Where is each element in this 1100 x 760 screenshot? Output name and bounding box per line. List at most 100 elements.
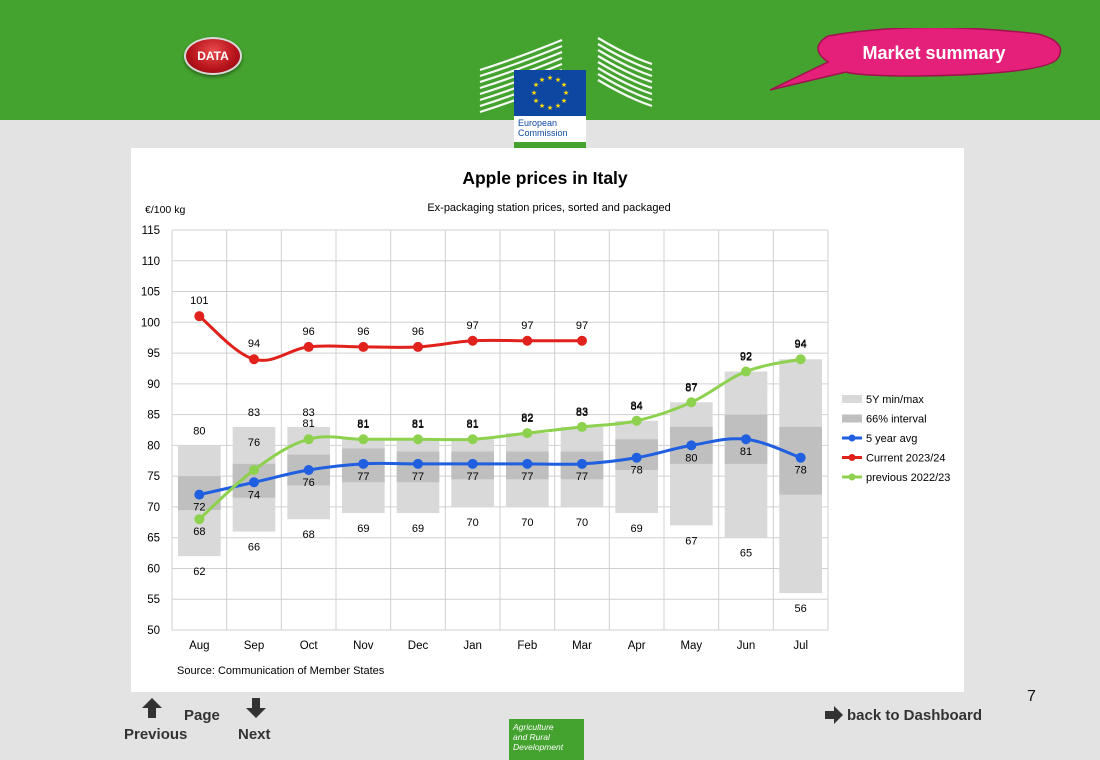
- eu-flag-icon: ★ ★ ★ ★ ★ ★ ★ ★ ★ ★ ★ ★: [514, 70, 586, 116]
- agri-line2: and Rural: [513, 732, 550, 742]
- series-point: [413, 341, 423, 352]
- svg-text:★: ★: [561, 97, 567, 105]
- x-tick-label: Jun: [737, 640, 756, 652]
- legend-current-marker: [848, 454, 856, 461]
- y-tick-label: 70: [147, 502, 160, 514]
- x-tick-label: Jul: [793, 640, 808, 652]
- x-tick-label: Aug: [189, 640, 209, 652]
- series-data-label: 77: [412, 471, 424, 483]
- series-data-label: 76: [248, 437, 260, 449]
- svg-text:★: ★: [563, 89, 569, 97]
- x-tick-label: Dec: [408, 640, 429, 652]
- series-data-label: 77: [467, 471, 479, 483]
- legend-previous-marker: [848, 473, 856, 481]
- max-data-label: 83: [303, 407, 315, 419]
- series-point: [741, 434, 751, 445]
- arrow-up-icon[interactable]: [140, 697, 164, 719]
- series-point: [795, 452, 806, 463]
- max-data-label: 84: [631, 401, 643, 413]
- series-point: [194, 514, 205, 525]
- ec-logo-text: European Commission: [518, 118, 568, 138]
- series-data-label: 74: [248, 489, 260, 501]
- min-data-label: 62: [193, 566, 205, 578]
- svg-text:★: ★: [533, 97, 539, 105]
- series-point: [577, 421, 587, 432]
- min-data-label: 68: [303, 529, 315, 541]
- series-point: [522, 335, 533, 346]
- series-data-label: 80: [685, 452, 697, 464]
- series-data-label: 97: [576, 320, 588, 332]
- agri-dg-logo: Agriculture and Rural Development: [509, 719, 584, 760]
- min-data-label: 67: [685, 535, 697, 547]
- max-data-label: 92: [740, 352, 752, 364]
- legend-minmax-label: 5Y min/max: [866, 394, 924, 406]
- series-data-label: 94: [795, 338, 807, 350]
- chart-title: Apple prices in Italy: [462, 168, 628, 188]
- page-number: 7: [1027, 688, 1036, 705]
- max-data-label: 81: [467, 419, 479, 431]
- chart-legend: 5Y min/max 66% interval 5 year avg Current …: [842, 394, 950, 484]
- y-tick-label: 50: [147, 625, 160, 637]
- market-summary-link[interactable]: Market summary: [862, 42, 1006, 63]
- series-point: [194, 489, 205, 500]
- legend-previous-label: previous 2022/23: [866, 472, 950, 484]
- series-point: [249, 465, 259, 475]
- series-data-label: 76: [303, 477, 315, 489]
- max-data-label: 83: [248, 407, 260, 419]
- min-data-label: 70: [467, 517, 479, 529]
- series-data-label: 77: [576, 471, 588, 483]
- svg-text:★: ★: [561, 81, 567, 89]
- series-point: [303, 434, 314, 445]
- y-tick-label: 60: [147, 563, 160, 575]
- y-tick-label: 100: [141, 317, 160, 329]
- x-tick-label: Jan: [463, 640, 482, 652]
- series-point: [686, 440, 697, 451]
- min-data-label: 70: [521, 517, 533, 529]
- series-point: [358, 434, 369, 445]
- series-data-label: 72: [193, 502, 205, 514]
- y-tick-label: 95: [147, 348, 160, 360]
- x-tick-label: Feb: [517, 640, 537, 652]
- series-point: [249, 354, 259, 365]
- min-data-label: 69: [357, 523, 369, 535]
- chart-source: Source: Communication of Member States: [177, 665, 385, 677]
- min-data-label: 56: [795, 603, 807, 615]
- min-data-label: 70: [576, 517, 588, 529]
- x-tick-label: Apr: [628, 640, 646, 652]
- series-point: [795, 354, 806, 365]
- series-point: [358, 458, 369, 469]
- min-data-label: 69: [631, 523, 643, 535]
- chart-subtitle: Ex-packaging station prices, sorted and …: [427, 202, 670, 214]
- dashboard-label: back to Dashboard: [847, 706, 983, 724]
- arrow-down-icon[interactable]: [244, 697, 268, 719]
- series-data-label: 81: [467, 418, 479, 430]
- y-tick-label: 90: [147, 379, 160, 391]
- back-to-dashboard-link[interactable]: back to Dashboard: [824, 706, 982, 724]
- max-data-label: 87: [685, 382, 697, 394]
- series-data-label: 94: [248, 338, 260, 350]
- price-chart: Apple prices in Italy Ex-packaging stati…: [141, 168, 951, 677]
- previous-page-link[interactable]: Previous: [124, 726, 188, 743]
- svg-text:★: ★: [539, 76, 545, 84]
- series-point: [631, 452, 642, 463]
- series-data-label: 81: [303, 418, 315, 430]
- y-tick-label: 105: [141, 287, 160, 299]
- minmax-bar: [670, 402, 713, 526]
- arrow-right-icon: [825, 706, 843, 724]
- svg-text:★: ★: [547, 74, 553, 82]
- market-summary-bubble[interactable]: [768, 28, 1068, 94]
- series-data-label: 96: [357, 326, 369, 338]
- max-data-label: 94: [795, 339, 807, 351]
- ec-logo-line2: Commission: [518, 128, 568, 138]
- series-point: [413, 434, 423, 445]
- series-data-label: 82: [521, 412, 533, 424]
- legend-5yavg-marker: [848, 434, 856, 442]
- svg-text:★: ★: [533, 81, 539, 89]
- series-point: [303, 341, 314, 352]
- data-button[interactable]: DATA: [184, 37, 242, 75]
- series-data-label: 83: [576, 406, 588, 418]
- next-page-link[interactable]: Next: [238, 726, 271, 743]
- svg-text:★: ★: [555, 102, 561, 110]
- series-point: [303, 465, 314, 475]
- series-data-label: 87: [685, 381, 697, 393]
